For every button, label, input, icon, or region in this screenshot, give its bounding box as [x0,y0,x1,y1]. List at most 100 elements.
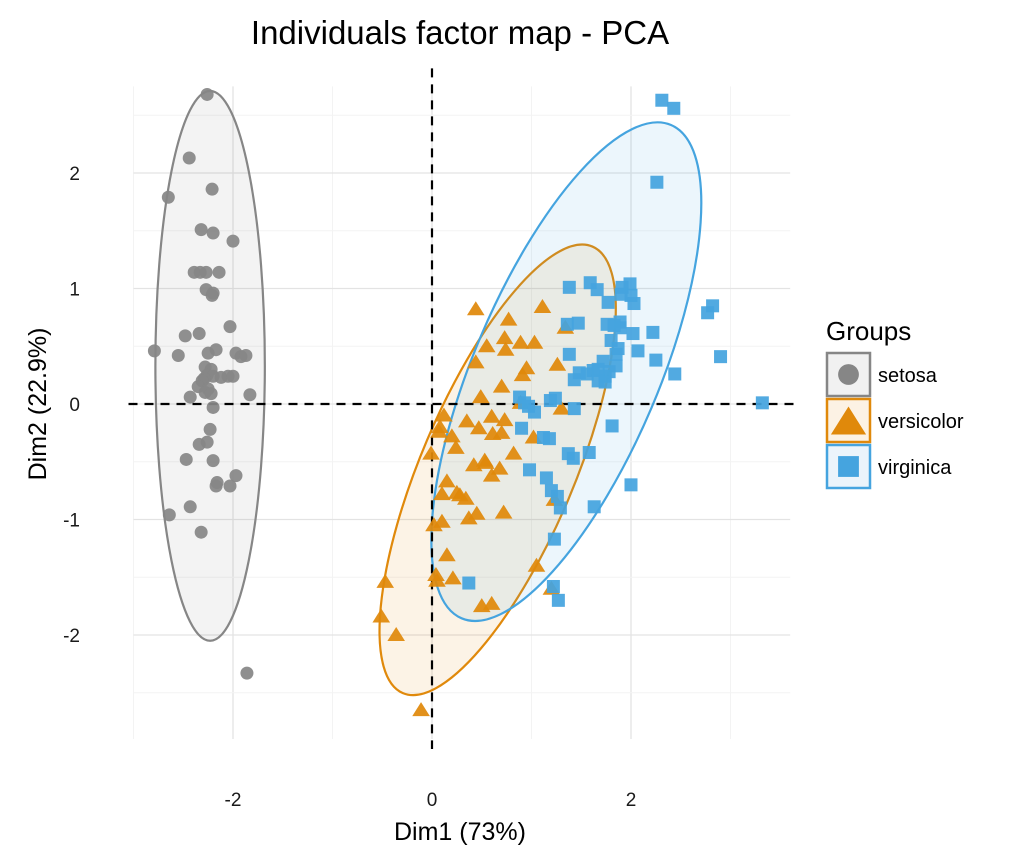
setosa-point [199,265,213,279]
legend-label: setosa [878,365,938,387]
setosa-point [201,346,215,360]
versicolor-point [458,413,476,428]
x-tick-label: -2 [225,790,242,811]
versicolor-point [492,424,511,439]
virginica-point [566,451,580,465]
versicolor-point [495,412,514,427]
setosa-point [183,500,197,514]
versicolor-point [475,452,494,467]
legend-label: versicolor [878,411,964,433]
versicolor-point [425,517,443,532]
setosa-point [226,234,240,248]
setosa-point [223,320,237,334]
setosa-point [206,286,220,300]
y-tick-label: 1 [69,280,80,301]
setosa-point [192,327,206,341]
virginica-point [590,283,604,297]
chart-title: Individuals factor map - PCA [251,14,669,51]
virginica-point [646,325,660,339]
setosa-point [223,479,237,493]
setosa-point [240,666,254,680]
virginica-point [582,446,596,460]
versicolor-point [412,702,430,717]
setosa-point [162,508,176,522]
versicolor-point [477,338,496,353]
virginica-point [567,402,581,416]
virginica-point [624,478,638,492]
versicolor-point [504,445,523,460]
versicolor-point [469,420,488,435]
setosa-point [183,390,197,404]
setosa-point [204,387,218,401]
setosa-point [161,190,175,204]
legend-title: Groups [826,316,911,346]
setosa-point [179,452,193,466]
setosa-point [205,182,219,196]
versicolor-point [511,334,530,349]
y-tick-label: -1 [63,511,80,532]
versicolor-point [527,557,546,572]
virginica-point [562,347,576,361]
virginica-point [527,405,541,419]
virginica-point [587,500,601,514]
x-axis-title: Dim1 (73%) [394,818,526,846]
versicolor-point [438,473,456,488]
versicolor-point [495,330,514,345]
setosa-point [239,348,253,362]
versicolor-point [482,595,501,610]
setosa-point [203,422,217,436]
x-tick-label: 0 [427,790,438,811]
versicolor-point [533,298,552,313]
versicolor-point [496,341,515,356]
versicolor-point [435,407,453,422]
setosa-point [209,479,223,493]
versicolor-point [372,608,391,623]
legend-label: virginica [878,457,952,479]
virginica-point [614,287,628,301]
versicolor-point [492,378,511,393]
virginica-point [548,391,562,405]
setosa-point [200,87,214,101]
virginica-point [607,318,621,332]
versicolor-point [427,566,445,581]
virginica-point [551,593,565,607]
versicolor-point [466,354,485,369]
versicolor-point [464,457,483,472]
versicolor-point [499,311,518,326]
setosa-point [229,469,243,483]
data-points [147,87,769,717]
versicolor-point [466,301,485,316]
y-axis-title: Dim2 (22.9%) [24,328,52,481]
setosa-point [206,400,220,414]
setosa-point [182,151,196,165]
versicolor-point [467,505,486,520]
virginica-point [626,327,640,341]
versicolor-point [548,356,567,371]
virginica-point [701,306,715,320]
setosa-point [194,223,208,237]
setosa-point [200,435,214,449]
versicolor-point [438,547,456,562]
versicolor-point [482,408,501,423]
virginica-point [668,367,682,381]
square-icon [838,456,859,477]
versicolor-point [387,627,405,641]
setosa-point [212,265,226,279]
setosa-point [194,525,208,539]
virginica-point [523,463,537,477]
virginica-point [591,362,605,376]
versicolor-point [444,570,462,585]
setosa-point [206,226,220,240]
versicolor-point [447,439,465,454]
virginica-point [550,489,564,503]
versicolor-point [457,490,475,505]
setosa-point [171,348,185,362]
circle-icon [838,364,859,385]
x-tick-label: 2 [626,790,637,811]
setosa-point [178,329,192,343]
versicolor-point [443,428,461,443]
setosa-point [206,454,220,468]
virginica-point [655,93,669,107]
virginica-point [714,350,728,364]
